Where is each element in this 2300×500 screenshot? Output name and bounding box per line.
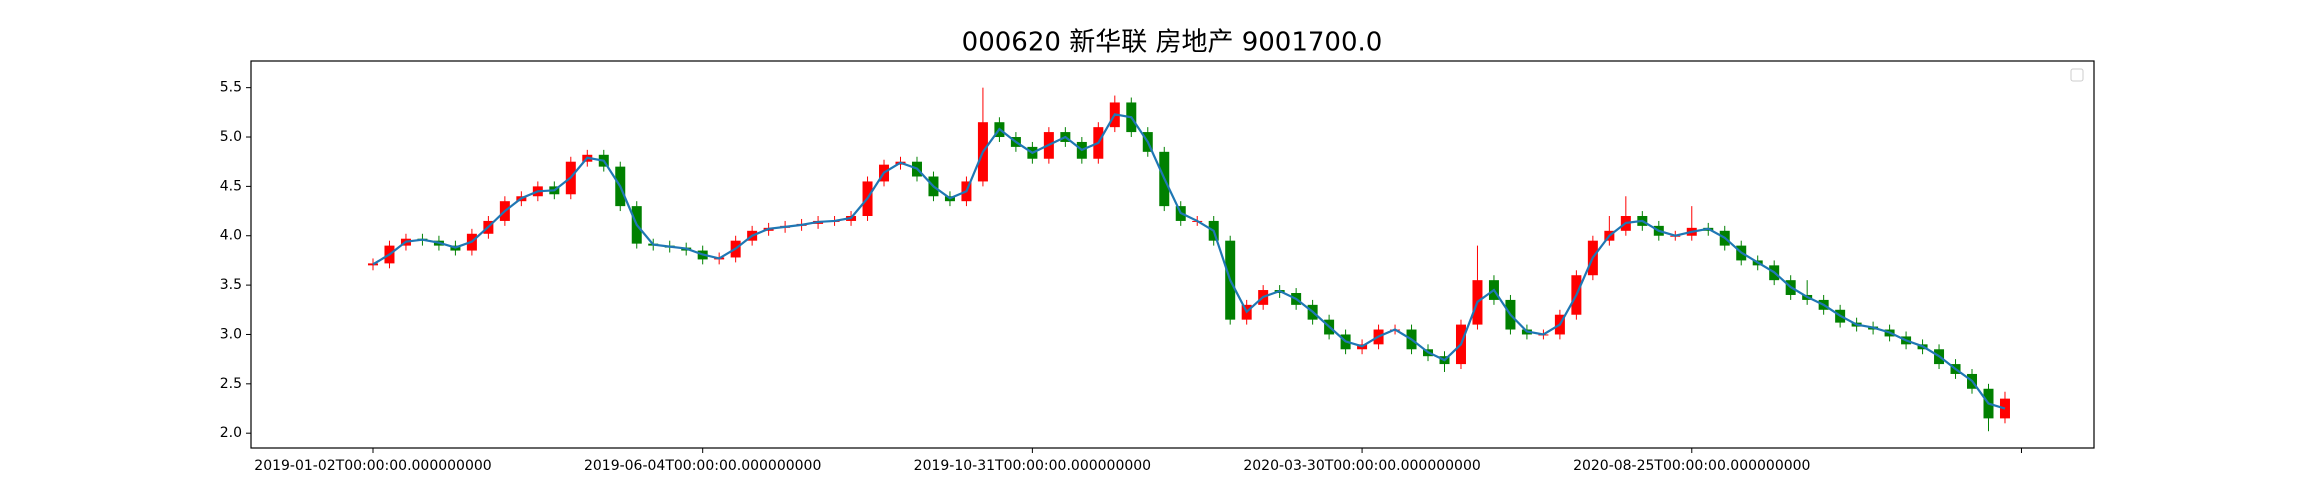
x-tick-label: 2020-08-25T00:00:00.000000000 [1573, 458, 1810, 474]
legend-box [2070, 68, 2084, 82]
candle-body [1999, 398, 2010, 419]
y-tick-label: 5.5 [220, 80, 242, 96]
y-tick-label: 2.0 [220, 425, 242, 441]
y-tick-label: 2.5 [220, 376, 242, 392]
x-tick-label: 2019-10-31T00:00:00.000000000 [914, 458, 1151, 474]
plot-frame [250, 60, 2095, 449]
y-tick-label: 4.0 [220, 228, 242, 244]
x-tick-label: 2019-06-04T00:00:00.000000000 [584, 458, 821, 474]
y-tick-label: 4.5 [220, 178, 242, 194]
moving-average-line [372, 113, 2006, 410]
candle-body [367, 263, 378, 266]
y-tick-label: 5.0 [220, 129, 242, 145]
chart-title: 000620 新华联 房地产 9001700.0 [962, 28, 1383, 58]
y-tick-label: 3.0 [220, 326, 242, 342]
x-tick-label: 2020-03-30T00:00:00.000000000 [1243, 458, 1480, 474]
y-tick-label: 3.5 [220, 277, 242, 293]
x-tick-label: 2019-01-02T00:00:00.000000000 [254, 458, 491, 474]
